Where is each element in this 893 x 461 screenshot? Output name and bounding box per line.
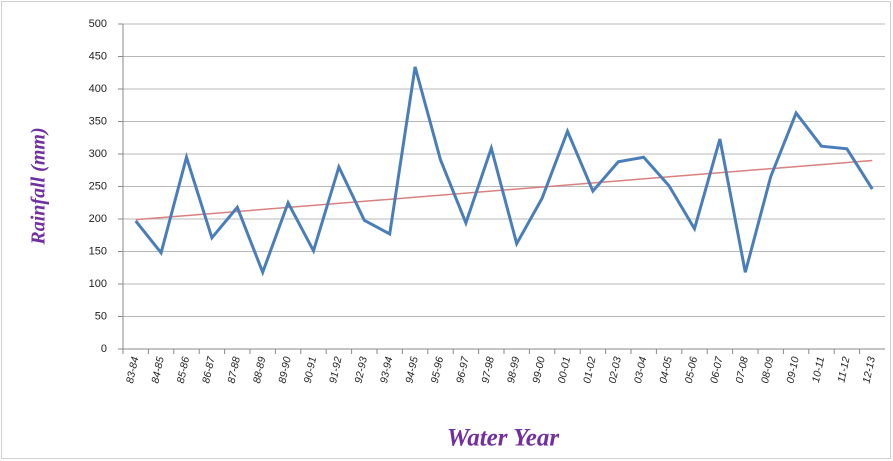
x-tick-label: 12-13 <box>861 356 878 385</box>
x-tick-label: 11-12 <box>835 356 852 384</box>
y-tick-label: 350 <box>89 115 107 127</box>
x-tick-label: 85-86 <box>175 356 192 385</box>
x-tick-label: 07-08 <box>734 356 751 385</box>
x-tick-label: 01-02 <box>581 356 598 385</box>
x-tick-label: 97-98 <box>480 356 497 385</box>
x-tick-label: 00-01 <box>556 356 573 385</box>
x-tick-label: 98-99 <box>505 356 522 385</box>
x-tick-label: 91-92 <box>327 356 344 385</box>
x-tick-label: 93-94 <box>378 356 395 385</box>
x-tick-label: 04-05 <box>657 356 674 385</box>
x-axis-title: Water Year <box>447 425 560 452</box>
x-tick-label: 86-87 <box>200 355 218 385</box>
y-tick-label: 150 <box>89 245 107 257</box>
x-tick-label: 84-85 <box>149 356 166 385</box>
x-tick-label: 96-97 <box>454 355 472 385</box>
x-tick-label: 02-03 <box>607 356 624 385</box>
y-tick-label: 100 <box>89 278 107 290</box>
y-tick-label: 50 <box>95 310 107 322</box>
x-tick-label: 92-93 <box>353 356 370 385</box>
x-tick-label: 94-95 <box>403 356 420 385</box>
x-tick-label: 08-09 <box>759 356 776 385</box>
x-tick-label: 88-89 <box>251 356 268 385</box>
trend-line <box>135 159 873 221</box>
y-axis-title: Rainfall (mm) <box>28 127 50 245</box>
x-tick-label: 06-07 <box>708 355 726 385</box>
x-tick-label: 10-11 <box>810 356 827 384</box>
y-tick-label: 200 <box>89 213 107 225</box>
y-tick-label: 300 <box>89 148 107 160</box>
data-line <box>134 66 874 277</box>
x-tick-label: 89-90 <box>276 356 293 385</box>
y-tick-label: 500 <box>89 18 107 30</box>
x-tick-label: 87-88 <box>226 356 243 385</box>
x-tick-label: 99-00 <box>530 356 547 385</box>
x-tick-label: 90-91 <box>302 356 319 385</box>
y-tick-label: 0 <box>101 343 107 355</box>
y-tick-label: 400 <box>89 83 107 95</box>
y-tick-label: 250 <box>89 180 107 192</box>
x-tick-label: 95-96 <box>429 356 446 385</box>
y-tick-label: 450 <box>89 50 107 62</box>
x-tick-label: 09-10 <box>784 356 801 385</box>
x-tick-label: 05-06 <box>683 356 700 385</box>
x-tick-label: 83-84 <box>124 356 141 385</box>
x-tick-label: 03-04 <box>632 356 649 385</box>
